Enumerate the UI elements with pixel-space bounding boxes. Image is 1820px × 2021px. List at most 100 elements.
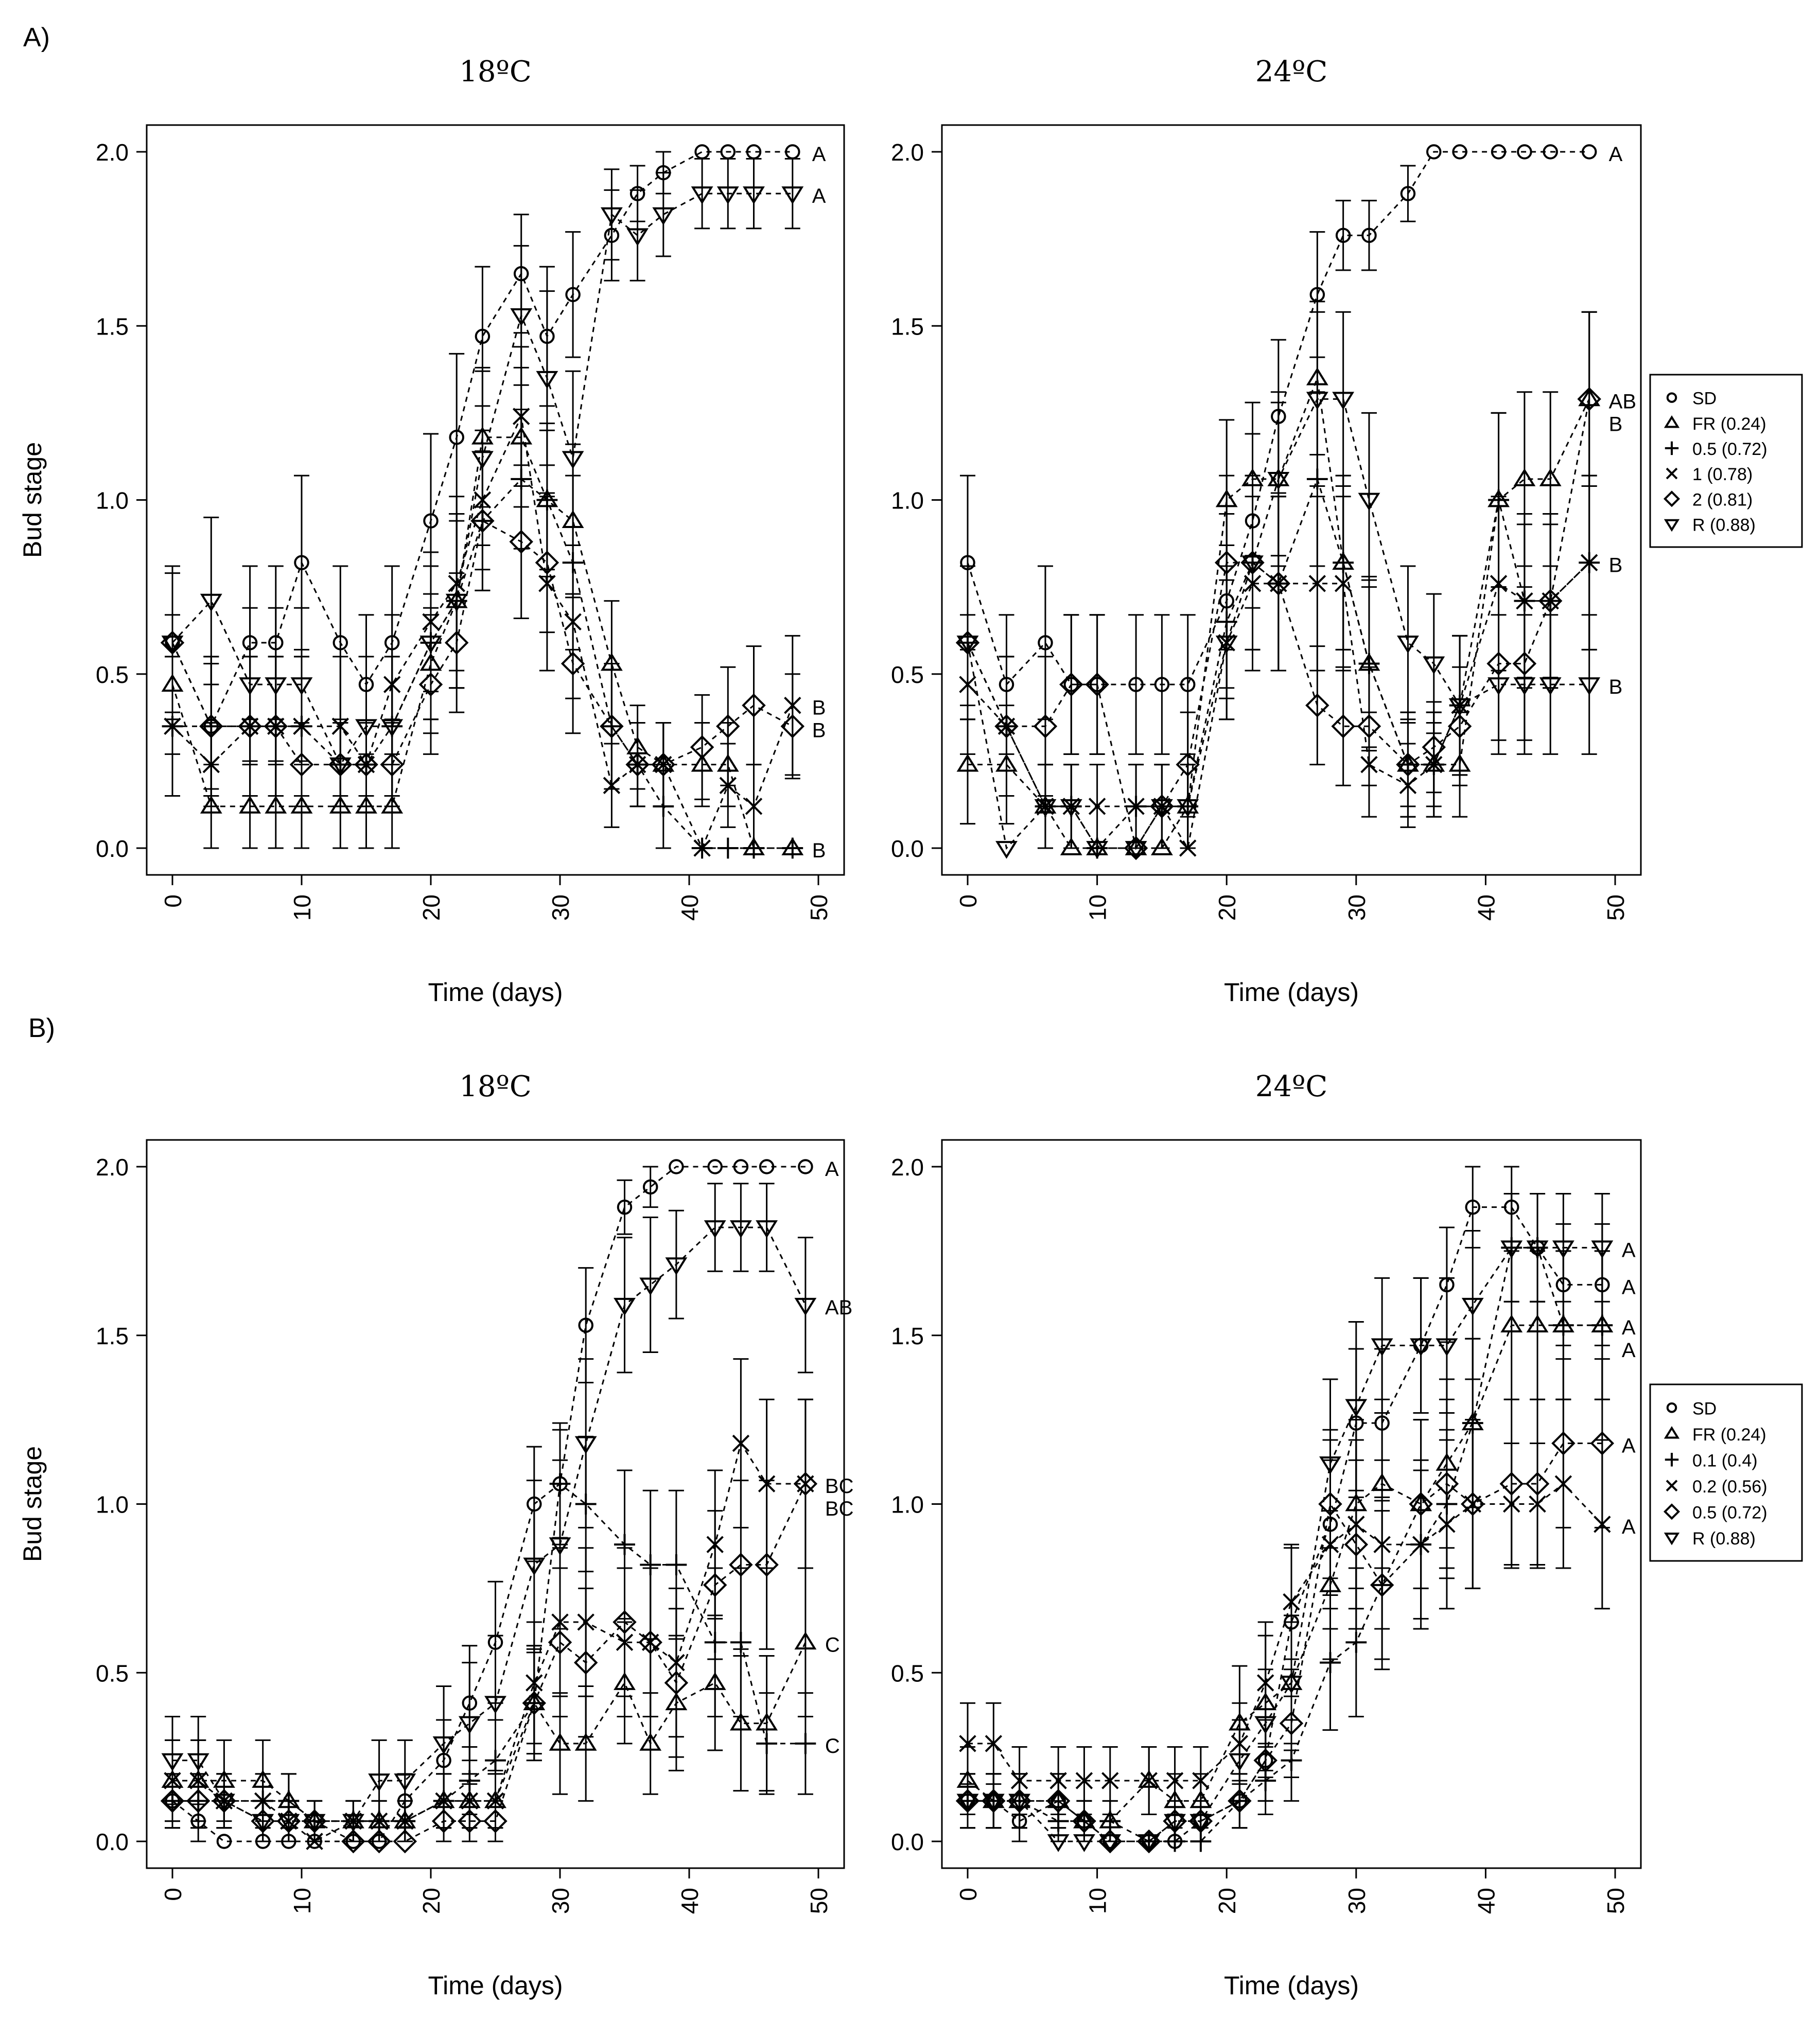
y-tick-label: 1.0	[96, 487, 129, 514]
data-point-shape	[355, 796, 377, 814]
legend-item: 0.2 (0.56)	[1666, 1477, 1767, 1497]
data-point	[573, 1650, 598, 1675]
chart-panel-2: 18ºC 0.0 0.5 1.0 1.5 2.0 0 10 20 30 40 50 Time (days…	[18, 1070, 853, 2000]
data-point	[523, 1557, 546, 1576]
data-point	[381, 796, 404, 814]
x-axis-label: Time (days)	[1224, 978, 1359, 1007]
data-point	[509, 530, 533, 554]
data-point-shape	[759, 1159, 775, 1174]
data-point	[1099, 1834, 1122, 1852]
data-point-shape	[798, 1159, 813, 1174]
data-point-shape	[265, 796, 287, 814]
legend-label: R (0.88)	[1692, 515, 1756, 535]
legend-label: 0.2 (0.56)	[1692, 1477, 1767, 1497]
data-point-shape	[355, 719, 377, 737]
data-point	[795, 1733, 816, 1754]
data-point	[1189, 1814, 1212, 1832]
data-point-shape	[1452, 144, 1467, 160]
data-point-shape	[1033, 714, 1058, 739]
data-point	[277, 1814, 300, 1832]
data-point-shape	[1591, 1314, 1613, 1336]
y-tick-label: 1.0	[891, 487, 924, 514]
data-point-shape	[161, 1753, 184, 1771]
data-point-shape	[1075, 1772, 1093, 1789]
data-point-shape	[1086, 841, 1109, 859]
data-point-shape	[1491, 144, 1507, 160]
series-sd: A	[165, 1158, 839, 1849]
data-point	[781, 186, 804, 204]
data-point	[252, 1814, 274, 1832]
y-tick-label: 0.5	[891, 1660, 924, 1686]
data-point	[432, 1736, 455, 1754]
data-point-shape	[1319, 1456, 1341, 1474]
data-point-shape	[1344, 1532, 1369, 1557]
legend-marker	[1666, 467, 1678, 480]
series-0-2-0-56-: BC	[164, 1358, 853, 1850]
data-point	[535, 551, 559, 575]
data-point	[458, 1716, 481, 1734]
data-point	[1150, 799, 1173, 817]
series-end-label: A	[1622, 1339, 1636, 1362]
x-tick-label: 30	[547, 1888, 574, 1914]
data-point-shape	[1500, 1240, 1523, 1259]
data-point-shape	[1525, 1471, 1550, 1496]
x-tick-label: 40	[1473, 894, 1499, 921]
data-point-shape	[1335, 227, 1351, 243]
data-point	[342, 1814, 364, 1832]
x-tick-label: 30	[1343, 1888, 1370, 1914]
data-point	[160, 1789, 185, 1813]
series-end-label: C	[825, 1633, 840, 1656]
data-point-shape	[1308, 575, 1326, 592]
legend-marker	[1666, 392, 1677, 403]
series-line	[967, 477, 1590, 850]
data-point	[794, 1297, 817, 1316]
y-tick-label: 2.0	[891, 139, 924, 166]
chart-title: 24ºC	[1255, 1070, 1327, 1103]
data-point-shape	[265, 677, 287, 695]
data-point-shape	[239, 677, 261, 695]
series-end-label: C	[825, 1735, 840, 1758]
data-point	[1267, 472, 1290, 490]
series-line	[171, 151, 793, 728]
data-point-shape	[617, 1199, 633, 1215]
data-point	[1543, 144, 1558, 160]
series-2-0-81-: B	[955, 311, 1622, 860]
data-point-shape	[561, 652, 585, 676]
x-tick-label: 30	[1343, 894, 1370, 921]
y-tick-label: 1.5	[96, 1323, 129, 1349]
legend-marker	[1665, 441, 1679, 455]
data-point-shape	[652, 207, 675, 225]
data-point	[1140, 1772, 1158, 1789]
data-point-shape	[729, 1712, 752, 1731]
data-point	[793, 1471, 818, 1496]
data-point	[1075, 1772, 1093, 1789]
data-point	[717, 837, 739, 859]
series-line	[172, 1226, 807, 1822]
legend-label: 0.5 (0.72)	[1692, 1503, 1767, 1522]
legend-marker-shape	[1664, 519, 1680, 532]
data-point	[341, 1829, 365, 1854]
data-point	[1577, 387, 1601, 411]
series-1-0-78-: B	[959, 475, 1622, 857]
y-tick-label: 1.5	[96, 313, 129, 340]
data-point-shape	[639, 1277, 662, 1296]
data-point	[639, 1277, 662, 1296]
data-point	[1461, 1492, 1485, 1516]
data-point-shape	[381, 796, 404, 814]
data-point	[290, 677, 313, 695]
legend-marker-shape	[1665, 1453, 1679, 1467]
data-point	[1436, 1338, 1458, 1357]
legend-item: 0.1 (0.4)	[1665, 1451, 1758, 1470]
y-tick-label: 0.0	[96, 1829, 129, 1855]
data-point-shape	[1400, 186, 1416, 201]
data-point-shape	[484, 1696, 506, 1714]
data-point-shape	[1228, 1789, 1252, 1813]
series-line	[968, 1443, 1602, 1842]
legend-marker-shape	[1666, 1402, 1677, 1413]
data-point	[549, 1733, 571, 1751]
data-point-shape	[794, 1631, 817, 1650]
data-point	[1166, 1772, 1184, 1789]
data-point-shape	[1125, 841, 1147, 859]
data-point-shape	[1099, 1834, 1122, 1852]
legend-marker-shape	[1666, 1480, 1678, 1492]
